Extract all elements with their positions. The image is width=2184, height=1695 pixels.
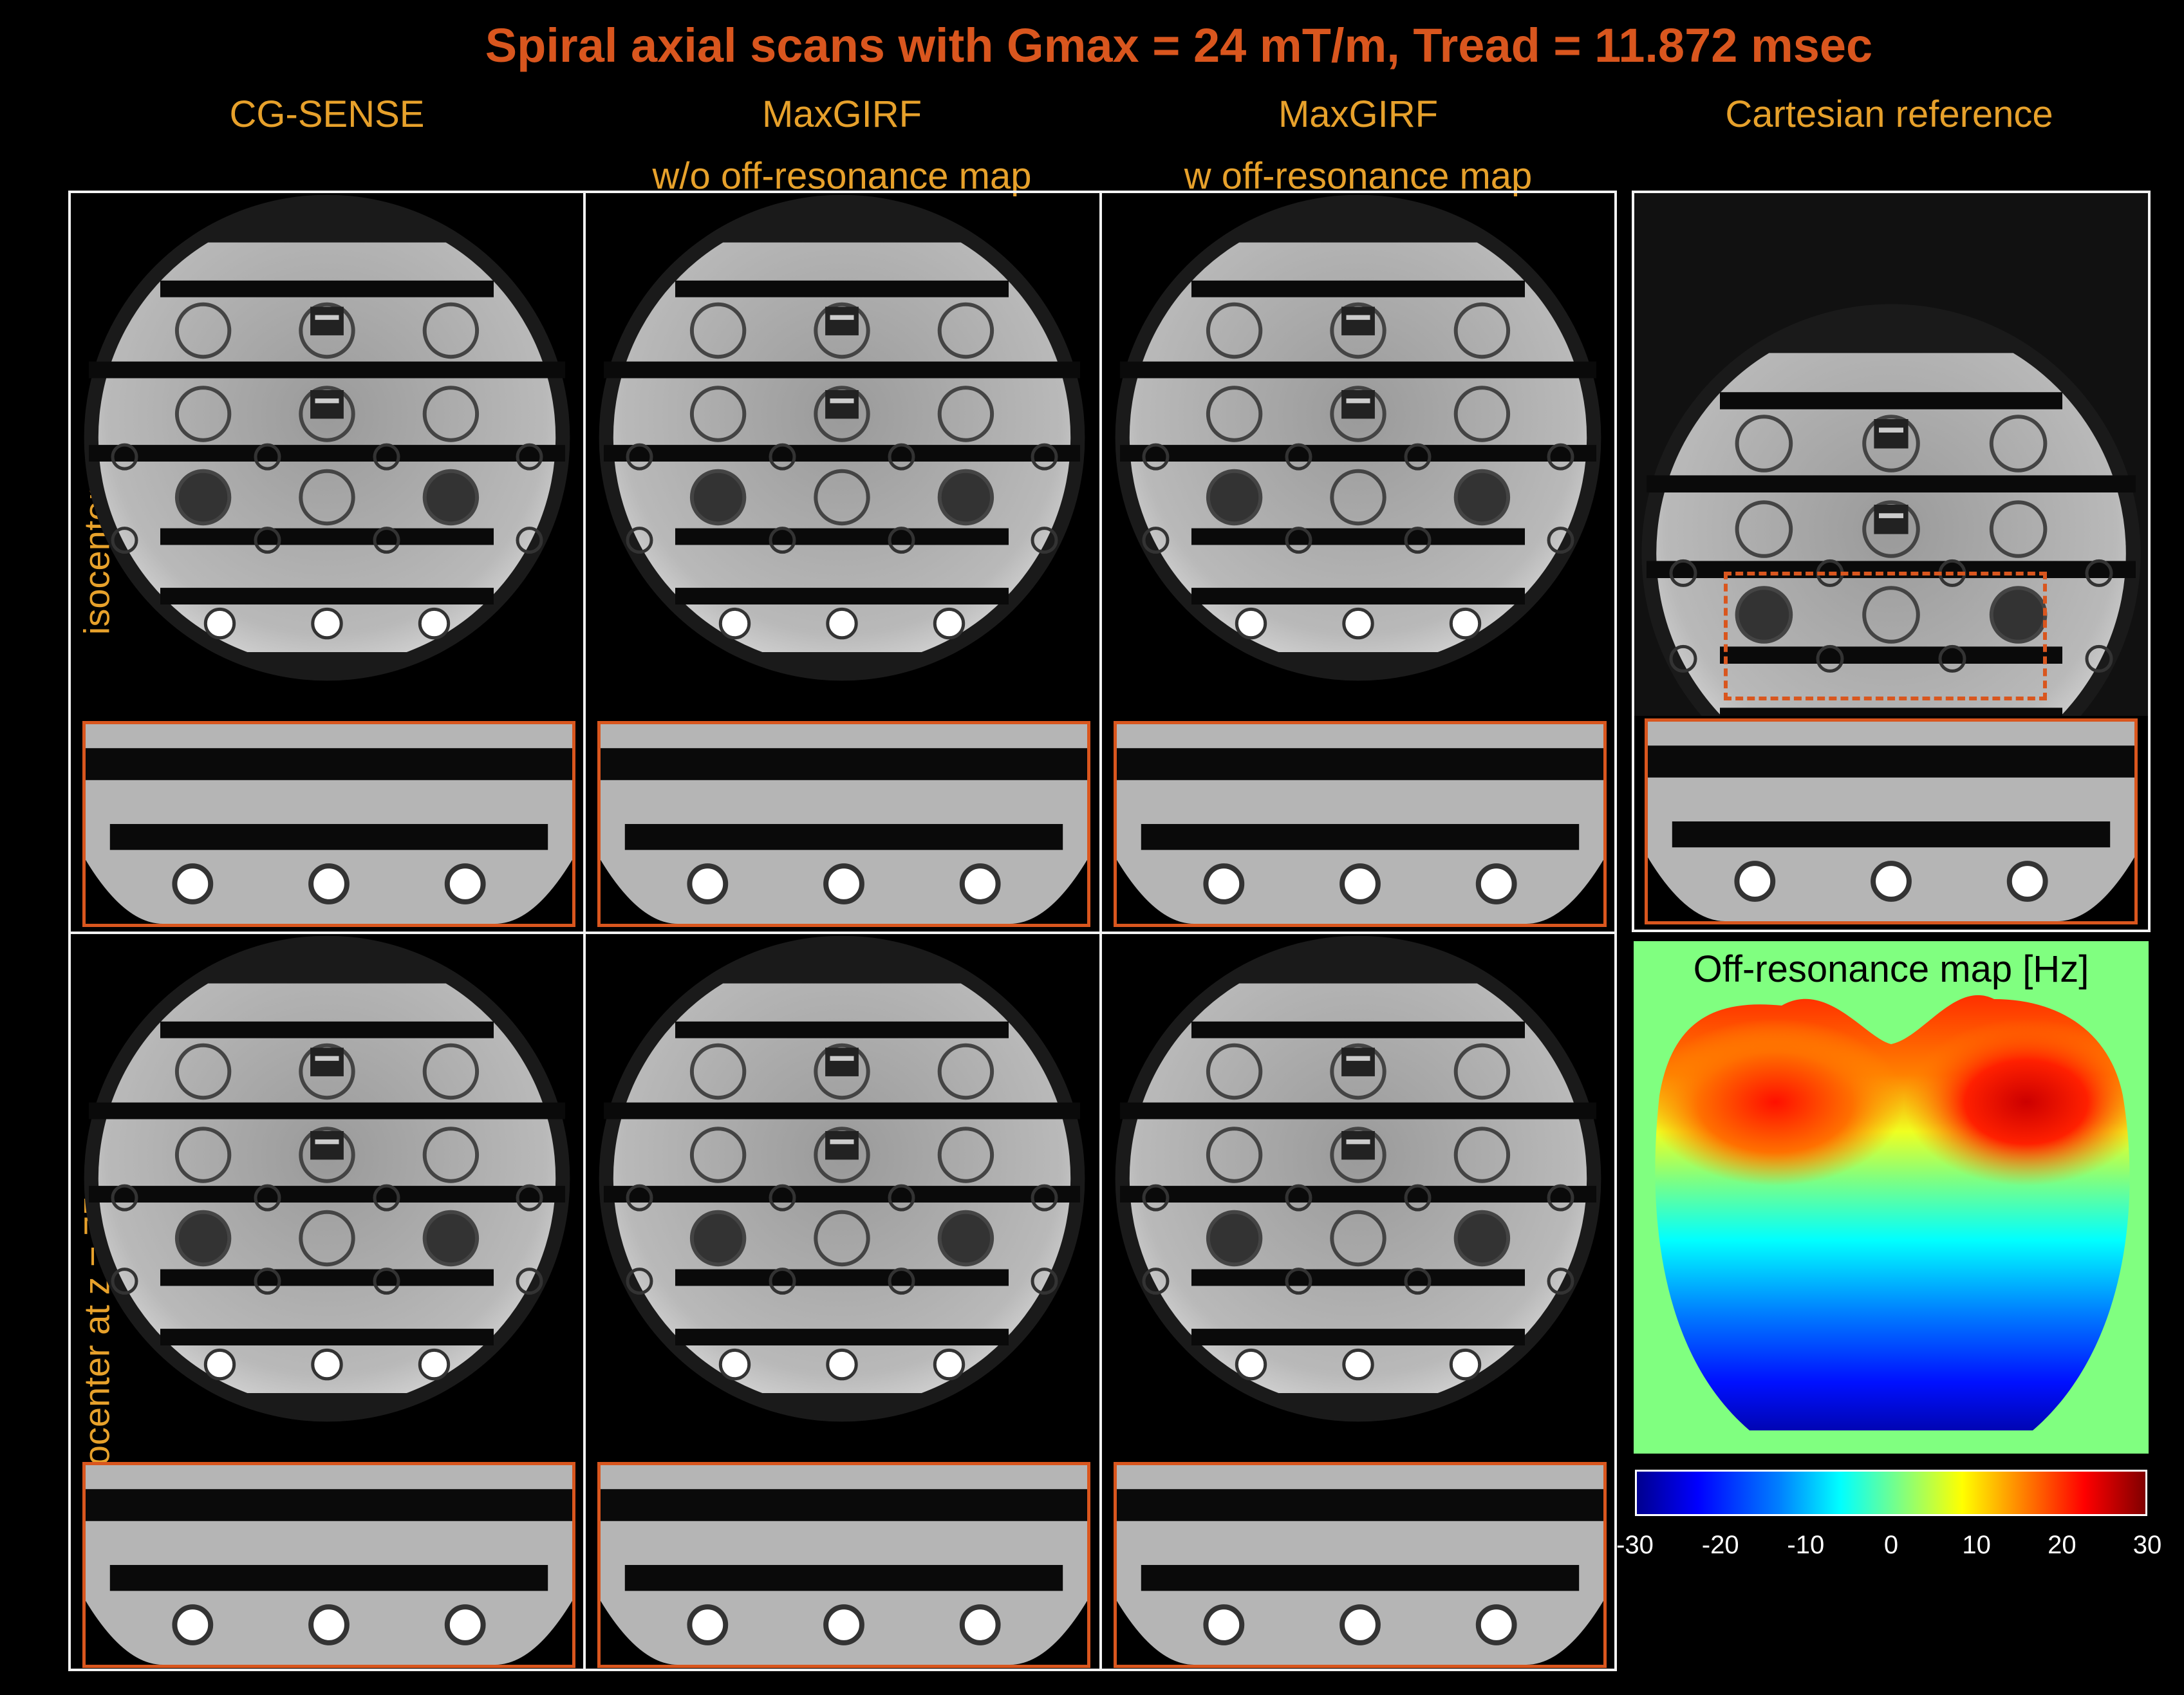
image-grid-frame: [68, 191, 1617, 1671]
column-header-cg-sense: CG-SENSE: [70, 84, 584, 145]
column-header-line2: CG-SENSE: [229, 93, 425, 135]
phantom-image: [1115, 935, 1601, 1422]
grid-divider: [68, 932, 1617, 934]
phantom-image: [1115, 194, 1601, 681]
image-panel: [1102, 934, 1614, 1457]
zoom-inset: [1114, 1462, 1607, 1668]
phantom-image: [599, 194, 1085, 681]
cartesian-panel: [1634, 193, 2148, 716]
zoom-inset: [597, 721, 1090, 927]
column-header-line2: w off-resonance map: [1184, 155, 1533, 197]
phantom-image: [599, 935, 1085, 1422]
cartesian-frame: [1632, 191, 2151, 932]
column-header-maxgirf-w: MaxGIRF w off-resonance map: [1101, 84, 1616, 207]
grid-divider: [583, 191, 586, 1671]
zoom-image: [86, 724, 572, 924]
zoom-inset: [82, 721, 575, 927]
image-panel: [586, 934, 1098, 1457]
colorbar-tick-label: 30: [2133, 1531, 2162, 1559]
zoom-image: [86, 1465, 572, 1665]
colorbar-tick-label: 0: [1883, 1531, 1899, 1559]
offres-map-title: Off-resonance map [Hz]: [1693, 948, 2089, 990]
zoom-image: [1117, 1465, 1603, 1665]
offres-map-image: [1655, 995, 2130, 1430]
zoom-image: [601, 724, 1087, 924]
image-panel: [586, 193, 1098, 716]
column-header-line1: MaxGIRF: [1278, 93, 1439, 135]
offres-map-panel: Off-resonance map [Hz]: [1634, 941, 2149, 1454]
zoom-inset: [1114, 721, 1607, 927]
zoom-image: [601, 1465, 1087, 1665]
image-panel: [1102, 193, 1614, 716]
phantom-image: [84, 194, 570, 681]
image-panel: [71, 193, 583, 716]
column-header-line2: w/o off-resonance map: [652, 155, 1032, 197]
zoom-image: [1117, 724, 1603, 924]
colorbar-tick-label: -10: [1787, 1531, 1825, 1559]
phantom-image: [84, 935, 570, 1422]
zoom-region-marker: [1724, 572, 2047, 700]
column-header-line2: Cartesian reference: [1725, 93, 2053, 135]
zoom-inset: [82, 1462, 575, 1668]
colorbar-tick-label: -20: [1701, 1531, 1739, 1559]
colorbar-tick-label: -30: [1616, 1531, 1654, 1559]
zoom-inset: [597, 1462, 1090, 1668]
image-panel: [71, 934, 583, 1457]
phantom-image: [1641, 304, 2141, 716]
colorbar-tick-label: 20: [2048, 1531, 2077, 1559]
colorbar: [1635, 1470, 2147, 1516]
column-header-cartesian: Cartesian reference: [1632, 84, 2147, 145]
zoom-image: [1648, 722, 2134, 921]
zoom-inset: [1645, 718, 2138, 924]
column-header-line1: MaxGIRF: [761, 93, 922, 135]
colorbar-tick-label: 10: [1962, 1531, 1991, 1559]
column-header-maxgirf-wo: MaxGIRF w/o off-resonance map: [584, 84, 1099, 207]
figure-title: Spiral axial scans with Gmax = 24 mT/m, …: [485, 19, 1873, 72]
grid-divider: [1099, 191, 1102, 1671]
